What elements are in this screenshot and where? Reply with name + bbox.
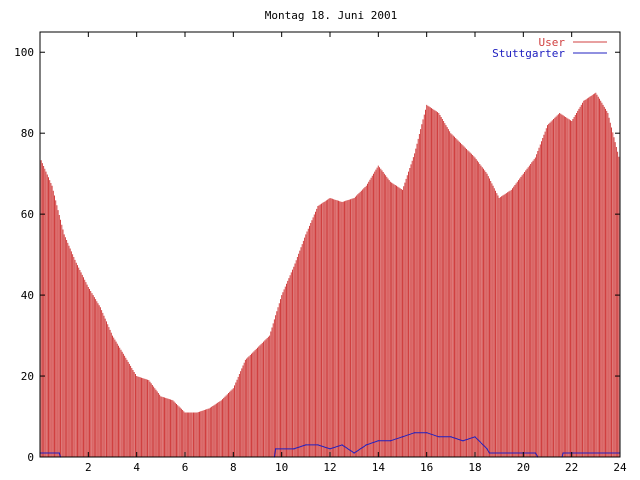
x-tick-label: 16 <box>420 461 433 474</box>
stuttgarter-point <box>426 432 428 434</box>
user-bar-group <box>607 113 620 457</box>
user-bar-group <box>522 159 535 457</box>
user-bar-group <box>75 262 88 457</box>
stuttgarter-point <box>275 448 277 450</box>
user-bar-group <box>99 307 112 457</box>
user-bar-group <box>559 113 571 457</box>
user-bar-group <box>450 133 463 457</box>
user-bar-group <box>498 190 511 457</box>
user-bar-group <box>389 181 402 457</box>
user-bar-group <box>341 198 354 457</box>
x-tick-label: 20 <box>517 461 530 474</box>
stuttgarter-point <box>401 436 404 438</box>
user-bar-group <box>172 400 185 457</box>
user-bar-group <box>293 237 306 457</box>
user-bar-group <box>244 348 257 457</box>
stuttgarter-point <box>414 432 416 434</box>
x-tick-label: 6 <box>182 461 189 474</box>
user-bar-group <box>148 380 161 457</box>
user-bar-group <box>426 104 438 457</box>
stuttgarter-point <box>305 444 307 446</box>
user-bar-group <box>595 92 608 457</box>
user-bar-group <box>257 336 269 457</box>
user-bar-group <box>377 165 390 457</box>
stuttgarter-point <box>353 452 355 454</box>
y-tick-label: 80 <box>21 127 34 140</box>
legend-label: Stuttgarter <box>492 47 565 60</box>
user-bar-group <box>329 198 342 457</box>
user-bar-group <box>281 269 293 457</box>
user-bar-group <box>547 114 559 457</box>
user-bar-group <box>87 287 100 457</box>
x-tick-label: 10 <box>275 461 288 474</box>
user-bars <box>39 92 621 457</box>
y-tick-label: 100 <box>14 46 34 59</box>
stuttgarter-point <box>562 452 564 454</box>
stuttgarter-point <box>377 440 379 442</box>
user-bar-group <box>184 412 197 457</box>
legend-label: User <box>539 36 566 49</box>
user-bar-group <box>220 389 233 457</box>
stuttgarter-point <box>488 452 491 454</box>
user-bar-group <box>51 185 64 457</box>
user-bar-group <box>462 145 475 457</box>
user-bar-group <box>124 355 136 457</box>
chart-title: Montag 18. Juni 2001 <box>265 9 397 22</box>
user-bar-group <box>39 157 52 457</box>
user-bar-group <box>474 157 487 457</box>
x-tick-label: 8 <box>230 461 237 474</box>
stuttgarter-point <box>486 448 488 450</box>
stuttgarter-point <box>317 444 319 446</box>
y-tick-label: 40 <box>21 289 34 302</box>
user-bar-group <box>365 167 378 457</box>
stuttgarter-point <box>341 444 343 446</box>
user-bar-group <box>534 128 547 457</box>
x-tick-label: 12 <box>323 461 336 474</box>
user-bar-group <box>160 396 173 457</box>
stuttgarter-point <box>389 440 391 442</box>
user-bar-group <box>305 208 318 457</box>
stuttgarter-point <box>329 448 331 450</box>
user-bar-group <box>136 376 148 457</box>
user-bar-group <box>583 93 596 457</box>
stuttgarter-point <box>58 452 60 454</box>
user-bar-group <box>269 299 281 457</box>
x-tick-label: 24 <box>613 461 627 474</box>
user-bar-group <box>402 157 414 457</box>
stuttgarter-point <box>534 452 537 454</box>
stuttgarter-point <box>293 448 295 450</box>
x-tick-label: 2 <box>85 461 92 474</box>
x-tick-label: 4 <box>133 461 140 474</box>
stuttgarter-point <box>462 440 464 442</box>
user-bar-group <box>438 113 451 457</box>
user-bar-group <box>232 362 245 457</box>
user-bar-group <box>208 401 221 457</box>
user-bar-group <box>353 187 366 457</box>
x-tick-label: 18 <box>468 461 481 474</box>
user-bar-group <box>63 234 76 457</box>
stuttgarter-line <box>40 432 620 458</box>
stuttgarter-point <box>365 444 367 446</box>
y-tick-label: 20 <box>21 370 34 383</box>
user-bar-group <box>571 102 583 457</box>
stuttgarter-point <box>438 436 440 438</box>
user-bar-group <box>510 175 523 457</box>
user-bar-group <box>196 408 209 457</box>
user-bar-group <box>414 109 426 457</box>
y-tick-label: 60 <box>21 208 34 221</box>
user-bar-group <box>112 335 124 457</box>
y-tick-label: 0 <box>27 451 34 464</box>
stuttgarter-point <box>474 436 476 438</box>
stuttgarter-point <box>450 436 452 438</box>
user-bar-group <box>486 173 499 457</box>
user-bar-group <box>317 198 330 457</box>
x-tick-label: 14 <box>372 461 386 474</box>
x-tick-label: 22 <box>565 461 578 474</box>
